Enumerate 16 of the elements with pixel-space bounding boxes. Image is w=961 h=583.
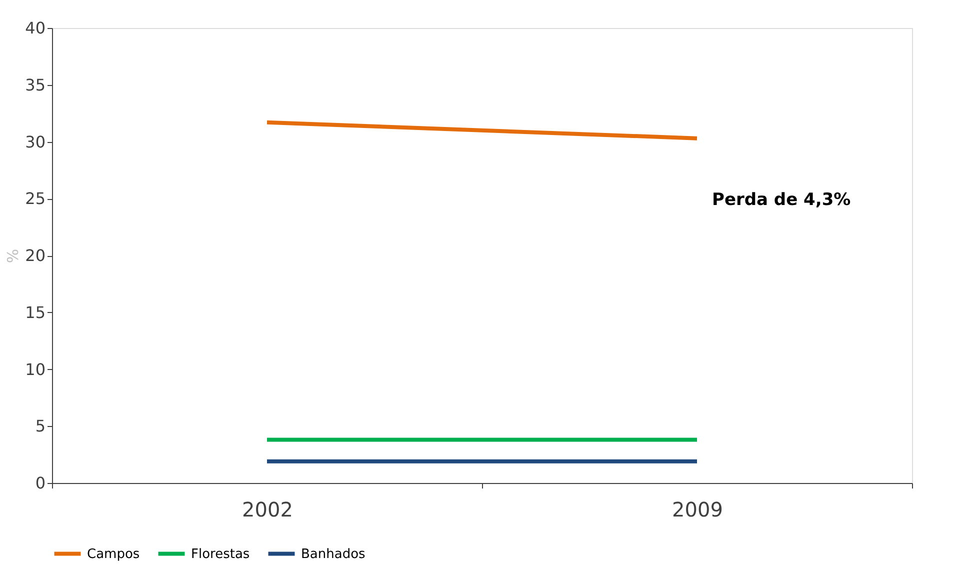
legend-label: Campos <box>87 546 140 562</box>
y-tick-label: 0 <box>35 474 46 492</box>
legend-label: Banhados <box>301 546 366 562</box>
legend-label: Florestas <box>191 546 250 562</box>
x-tick-label: 2009 <box>672 498 723 522</box>
y-tick-label: 5 <box>35 416 46 436</box>
y-tick-label: 30 <box>25 132 46 152</box>
y-tick-label: 10 <box>25 360 46 379</box>
annotation: Perda de 4,3% <box>712 190 851 210</box>
y-tick-label: 20 <box>25 246 46 265</box>
y-tick-label: 25 <box>25 189 46 208</box>
y-tick-label: 40 <box>25 18 46 38</box>
y-tick-label: 35 <box>25 75 46 94</box>
y-axis-title: % <box>4 248 22 264</box>
x-tick-label: 2002 <box>242 498 293 522</box>
y-tick-label: 15 <box>25 302 46 322</box>
